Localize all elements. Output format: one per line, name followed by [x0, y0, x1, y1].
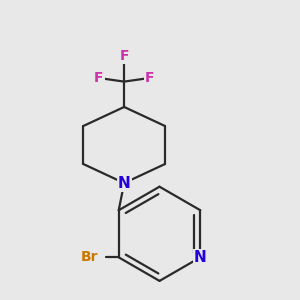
Text: Br: Br [81, 250, 98, 264]
Text: F: F [119, 49, 129, 63]
Text: F: F [145, 71, 154, 85]
Text: F: F [94, 71, 104, 85]
Text: N: N [118, 176, 130, 190]
Text: N: N [194, 250, 207, 265]
